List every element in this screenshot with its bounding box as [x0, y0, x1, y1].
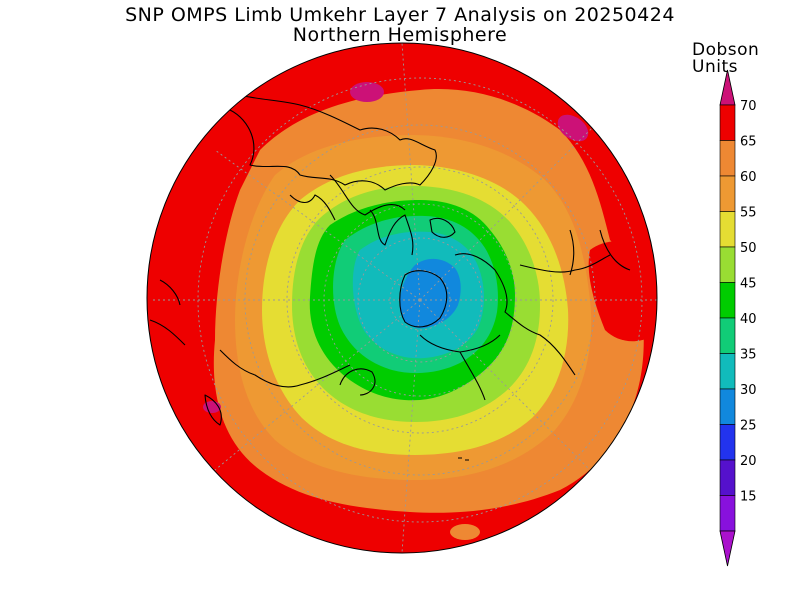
colorbar-swatch-45: [719, 282, 736, 319]
colorbar-swatch-65: [719, 140, 736, 177]
colorbar-tick-label: 65: [740, 135, 757, 150]
coastlines: [149, 94, 631, 461]
colorbar-tick-label: 25: [740, 419, 757, 434]
globe-outline: [146, 42, 658, 554]
contour-orange-south: [450, 524, 480, 540]
colorbar-swatch-60: [719, 175, 736, 212]
colorbar-swatch-40: [719, 317, 736, 354]
colorbar-tick-label: 55: [740, 206, 757, 221]
colorbar-bottom-arrow: [719, 530, 736, 567]
colorbar-tick-label: 20: [740, 454, 757, 469]
contour-band-blue: [399, 258, 461, 329]
colorbar-swatch-55: [719, 211, 736, 248]
map-subtitle: Northern Hemisphere: [292, 24, 508, 46]
colorbar-tick-label: 40: [740, 312, 757, 327]
colorbar-swatch-35: [719, 353, 736, 390]
colorbar-swatch-15: [719, 495, 736, 532]
colorbar-tick-label: 35: [740, 348, 757, 363]
colorbar-tick-label: 60: [740, 170, 757, 185]
colorbar-tick-label: 15: [740, 490, 757, 505]
colorbar-swatch-25: [719, 424, 736, 461]
units-label-line1: Dobson: [692, 40, 760, 60]
contour-band-red-east: [588, 241, 657, 342]
colorbar-swatch-30: [719, 388, 736, 425]
contour-max-northeast: [557, 114, 589, 142]
colorbar-tick-label: 50: [740, 241, 757, 256]
colorbar-tick-label: 70: [740, 99, 757, 114]
colorbar-tick-label: 30: [740, 383, 757, 398]
colorbar-swatch-20: [719, 459, 736, 496]
contour-max-north: [350, 82, 384, 102]
colorbar-top-arrow: [719, 69, 736, 106]
colorbar-swatch-50: [719, 246, 736, 283]
colorbar-tick-label: 45: [740, 277, 757, 292]
color-legend: 70 65 60 55 50 45 40 35 30 25 20 15: [719, 69, 757, 567]
units-label-line2: Units: [692, 57, 738, 77]
graticule: [150, 43, 657, 553]
map-title: SNP OMPS Limb Umkehr Layer 7 Analysis on…: [125, 4, 675, 26]
hemisphere-disc: [147, 43, 657, 553]
colorbar-swatch-70: [719, 104, 736, 141]
